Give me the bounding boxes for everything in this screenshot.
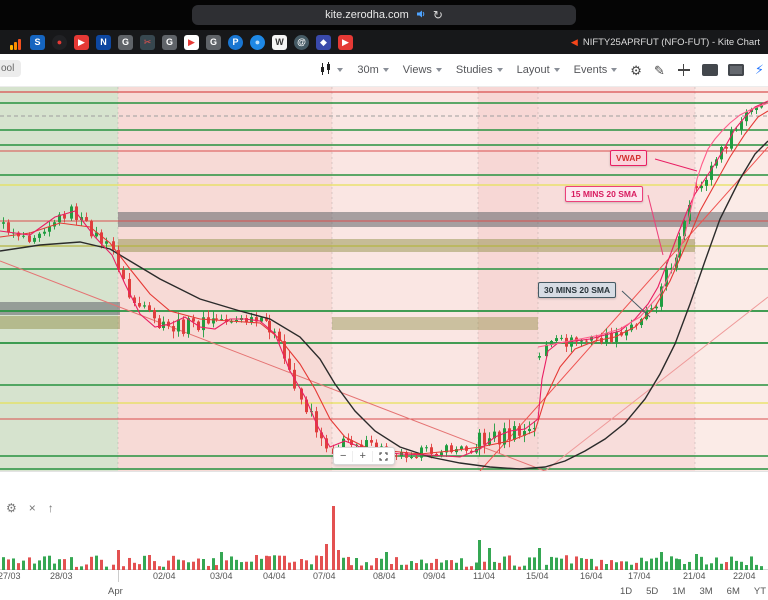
favicon-diamond[interactable]: ◆ [316,34,331,50]
favicon-row: S ● ▶ N G ✂ G ▶ G P ● W @ ◆ ▶ [8,34,360,50]
favicon-youtube[interactable]: ▶ [74,34,89,50]
time-label: 16/04 [580,571,603,581]
favicon-g3[interactable]: G [206,34,221,50]
favicon-p[interactable]: P [228,34,243,50]
flash-icon[interactable]: ⚡ [754,62,764,77]
range-3m[interactable]: 3M [699,586,713,597]
month-tick [118,570,119,582]
time-label: 27/03 [0,571,21,581]
chart-type-button[interactable] [319,61,344,79]
chart-nav-controls[interactable]: − + [333,447,395,465]
pane-arrow-up-icon[interactable]: ↑ [47,501,54,515]
range-1m[interactable]: 1M [672,586,686,597]
browser-chrome: kite.zerodha.com ↻ [0,0,768,30]
favicon-play[interactable]: ▶ [184,34,199,50]
time-label: 04/04 [263,571,286,581]
chevron-down-icon [435,68,442,72]
zoom-in-button[interactable]: + [353,450,373,462]
range-selector: 1D 5D 1M 3M 6M YT [620,586,766,597]
fullscreen-button[interactable] [373,451,394,461]
favicon-w[interactable]: W [272,34,287,50]
time-label: 21/04 [683,571,706,581]
favicon-s[interactable]: S [30,34,45,50]
time-label: 07/04 [313,571,336,581]
month-label: Apr [108,586,123,597]
range-1d[interactable]: 1D [619,586,633,597]
chevron-down-icon [382,68,389,72]
chart-toolbar: ool 30m Views Studies Layout Events ⚙ ✎ ⚡ [0,54,768,87]
time-label: 03/04 [210,571,233,581]
chevron-down-icon [611,68,618,72]
favicon-n[interactable]: N [96,34,111,50]
menu-layout[interactable]: Layout [517,64,560,76]
address-bar[interactable]: kite.zerodha.com ↻ [192,5,576,25]
time-label: 09/04 [423,571,446,581]
url-text: kite.zerodha.com [325,9,409,21]
range-5d[interactable]: 5D [646,586,659,597]
chevron-down-icon [337,68,344,72]
favicon-at[interactable]: @ [294,34,309,50]
time-label: 15/04 [526,571,549,581]
interval-label: 30m [357,64,379,76]
left-panel-partial[interactable]: ool [0,60,22,77]
favicon-record[interactable]: ● [52,34,67,50]
window-title-text: NIFTY25APRFUT (NFO-FUT) - Kite Chart [582,36,760,48]
volume-pane-tools: ⚙ × ↑ [6,502,54,514]
candlestick-canvas [0,87,768,471]
volume-canvas [0,506,768,570]
bookmarks-bar: S ● ▶ N G ✂ G ▶ G P ● W @ ◆ ▶ ◀ NIFTY25APRFUT (NFO-FUT… [0,30,768,54]
time-label: 02/04 [153,571,176,581]
interval-button[interactable]: 30m [357,64,389,76]
range-yt[interactable]: YT [753,586,766,597]
annotation-layer: VWAP 15 MINS 20 SMA 30 MINS 20 SMA [0,87,768,471]
price-chart[interactable]: VWAP 15 MINS 20 SMA 30 MINS 20 SMA − + [0,87,768,471]
time-label: 11/04 [473,571,495,581]
draw-pencil-icon[interactable]: ✎ [653,62,665,78]
candlestick-icon [319,61,333,79]
pane-close-icon[interactable]: × [28,501,36,515]
menu-label: Views [402,64,432,76]
menu-label: Layout [516,64,550,76]
volume-pane[interactable]: ⚙ × ↑ [0,471,768,570]
zoom-out-button[interactable]: − [334,450,354,462]
sma30-callout[interactable]: 30 MINS 20 SMA [538,282,617,298]
time-label: 17/04 [628,571,651,581]
time-axis[interactable]: 27/03 28/03 02/04 03/04 04/04 07/04 08/04 09/04… [0,570,768,583]
window-title: ◀ NIFTY25APRFUT (NFO-FUT) - Kite Chart [571,37,760,48]
reload-icon[interactable]: ↻ [432,8,443,22]
toolbar-cluster: 30m Views Studies Layout Events ⚙ ✎ ⚡ [312,61,768,79]
chevron-down-icon [496,68,503,72]
menu-views[interactable]: Views [403,64,442,76]
time-label: 08/04 [373,571,396,581]
vwap-callout[interactable]: VWAP [610,150,648,166]
menu-label: Events [573,64,608,76]
chevron-down-icon [553,68,560,72]
favicon-g2[interactable]: G [162,34,177,50]
menu-label: Studies [455,64,493,76]
range-6m[interactable]: 6M [726,586,740,597]
audio-icon[interactable] [416,9,426,22]
kite-logo-icon: ◀ [570,36,578,47]
menu-events[interactable]: Events [574,64,618,76]
crosshair-icon[interactable] [677,64,690,76]
time-label: 22/04 [733,571,756,581]
favicon-scissors[interactable]: ✂ [140,34,155,50]
favicon-b[interactable]: ● [250,34,265,50]
settings-gear-icon[interactable]: ⚙ [630,62,642,78]
time-label: 28/03 [50,571,73,581]
favicon-analytics[interactable] [8,35,23,50]
pane-settings-icon[interactable]: ⚙ [6,501,17,515]
layout-mode-icon[interactable] [727,64,744,76]
favicon-g1[interactable]: G [118,34,133,50]
bottom-bar: Apr 1D 5D 1M 3M 6M YT [0,583,768,600]
view-mode-icon[interactable] [701,64,718,76]
favicon-youtube2[interactable]: ▶ [338,34,353,50]
menu-studies[interactable]: Studies [456,64,503,76]
toolbar-menus: Views Studies Layout Events [396,64,625,76]
sma15-callout[interactable]: 15 MINS 20 SMA [565,186,644,202]
